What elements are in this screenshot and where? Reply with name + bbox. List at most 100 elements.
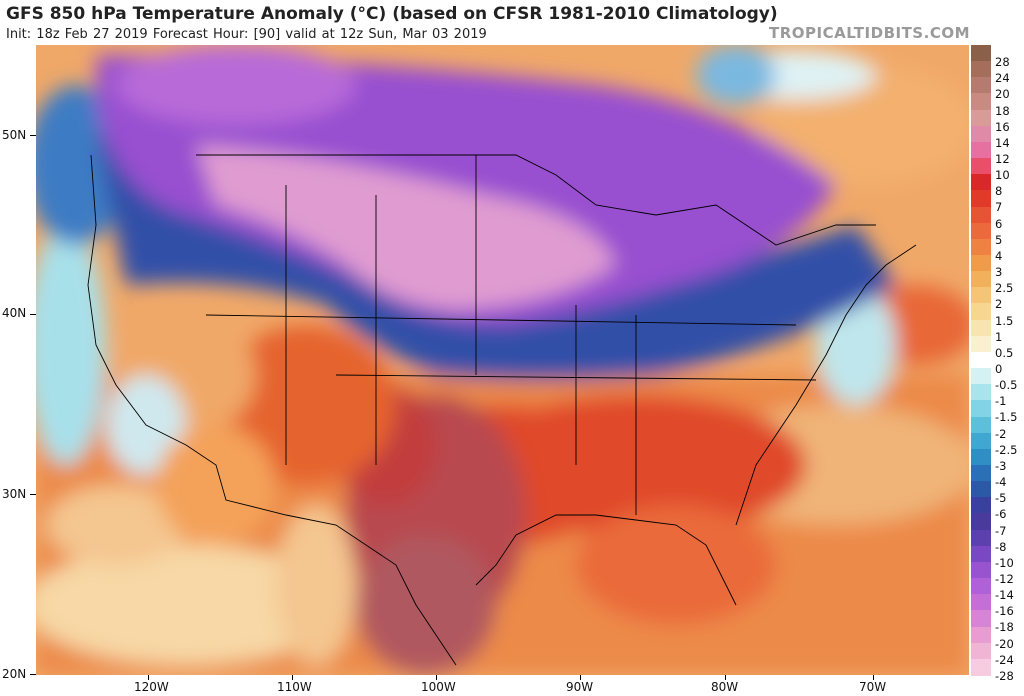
colorbar-label: -20 — [995, 636, 1014, 651]
colorbar-swatch — [971, 432, 991, 450]
colorbar-swatch — [971, 481, 991, 498]
colorbar-label: 2.5 — [995, 281, 1014, 296]
colorbar-swatch — [971, 529, 991, 547]
lat-label: 40N — [2, 306, 27, 320]
colorbar-swatch — [971, 174, 991, 191]
temperature-anomaly-map — [36, 45, 969, 675]
colorbar-label: -1 — [995, 394, 1007, 409]
colorbar-swatch — [971, 206, 991, 224]
colorbar-label: -10 — [995, 555, 1014, 570]
map-subtitle: Init: 18z Feb 27 2019 Forecast Hour: [90… — [6, 27, 487, 42]
lon-tick — [436, 675, 437, 680]
coastline-outline — [87, 154, 917, 666]
colorbar-label: -16 — [995, 604, 1014, 619]
colorbar-label: -4 — [995, 475, 1007, 490]
colorbar-swatch — [971, 319, 991, 337]
colorbar-swatch — [971, 384, 991, 401]
colorbar-swatch — [971, 255, 991, 272]
colorbar-label: 28 — [995, 55, 1010, 70]
colorbar-swatch — [971, 271, 991, 288]
lat-tick — [30, 494, 36, 495]
colorbar-swatch — [971, 626, 991, 644]
colorbar-swatch — [971, 497, 991, 515]
colorbar-label: 0.5 — [995, 345, 1014, 360]
lat-tick — [30, 314, 36, 315]
colorbar-swatch — [971, 45, 991, 62]
lon-label: 110W — [277, 680, 312, 694]
colorbar-label: 1 — [995, 329, 1003, 344]
colorbar-label: -28 — [995, 668, 1014, 683]
colorbar-label: 10 — [995, 168, 1010, 183]
colorbar-label: 2 — [995, 297, 1003, 312]
map-title: GFS 850 hPa Temperature Anomaly (°C) (ba… — [6, 4, 778, 24]
colorbar-label: 20 — [995, 87, 1010, 102]
lon-tick — [292, 675, 293, 680]
colorbar-swatch — [971, 416, 991, 434]
lon-label: 90W — [566, 680, 594, 694]
colorbar-swatch — [971, 287, 991, 305]
colorbar-swatch — [971, 400, 991, 418]
colorbar-swatch — [971, 190, 991, 208]
lon-label: 70W — [859, 680, 887, 694]
colorbar-label: 3 — [995, 265, 1003, 280]
colorbar-swatch — [971, 545, 991, 563]
lat-label: 50N — [2, 128, 27, 142]
colorbar-swatch — [971, 93, 991, 111]
colorbar-label: -8 — [995, 539, 1007, 554]
colorbar-label: -2 — [995, 426, 1007, 441]
colorbar-label: 0 — [995, 362, 1003, 376]
colorbar-label: -7 — [995, 523, 1007, 538]
colorbar-swatch — [971, 594, 991, 611]
colorbar-label: 16 — [995, 119, 1010, 134]
lon-label: 100W — [421, 680, 456, 694]
colorbar-label: -1.5 — [995, 410, 1018, 425]
colorbar-label: 6 — [995, 216, 1003, 231]
colorbar-swatch — [971, 335, 991, 353]
colorbar-swatch — [971, 222, 991, 240]
colorbar-swatch — [971, 448, 991, 466]
colorbar-swatch — [971, 351, 991, 369]
lon-tick — [873, 675, 874, 680]
colorbar-label: 4 — [995, 248, 1003, 263]
colorbar-labels: 28 24 20 18 16 14 12 10 8 7 6 5 4 3 2.5 2 1.5 1 0.5 0 -0.5 -1… — [995, 45, 1024, 682]
lat-tick — [30, 674, 36, 675]
anomaly-field — [36, 45, 969, 675]
colorbar-label: -0.5 — [995, 378, 1018, 393]
lat-tick — [30, 135, 36, 136]
colorbar-swatch — [971, 238, 991, 256]
colorbar-swatch — [971, 610, 991, 628]
colorbar-label: -6 — [995, 507, 1007, 522]
colorbar-label: -12 — [995, 572, 1014, 586]
colorbar-label: -5 — [995, 491, 1007, 506]
colorbar-swatch — [971, 465, 991, 482]
colorbar-swatch — [971, 513, 991, 531]
lon-tick — [725, 675, 726, 680]
colorbar — [971, 45, 991, 676]
colorbar-label: -3 — [995, 458, 1007, 473]
lon-label: 120W — [134, 680, 169, 694]
colorbar-swatch — [971, 158, 991, 175]
colorbar-swatch — [971, 141, 991, 159]
colorbar-swatch — [971, 303, 991, 321]
colorbar-label: 5 — [995, 232, 1003, 247]
colorbar-label: 12 — [995, 152, 1010, 166]
colorbar-swatch — [971, 368, 991, 385]
colorbar-swatch — [971, 61, 991, 78]
credit-text: TROPICALTIDBITS.COM — [769, 24, 970, 42]
lon-tick — [148, 675, 149, 680]
colorbar-swatch — [971, 125, 991, 143]
colorbar-label: -18 — [995, 620, 1014, 635]
colorbar-swatch — [971, 578, 991, 595]
lon-tick — [580, 675, 581, 680]
colorbar-swatch — [971, 561, 991, 579]
colorbar-swatch — [971, 109, 991, 127]
lat-label: 20N — [2, 667, 27, 681]
colorbar-label: 24 — [995, 71, 1010, 86]
lat-label: 30N — [2, 487, 27, 501]
colorbar-label: 1.5 — [995, 313, 1014, 328]
colorbar-swatch — [971, 642, 991, 660]
colorbar-label: -2.5 — [995, 442, 1018, 457]
colorbar-label: 14 — [995, 135, 1010, 150]
colorbar-swatch — [971, 77, 991, 95]
colorbar-label: 18 — [995, 103, 1010, 118]
